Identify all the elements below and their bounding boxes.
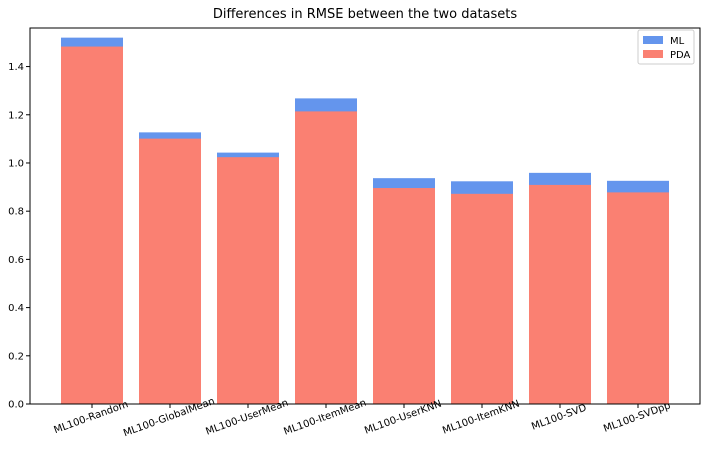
legend-label-pda: PDA <box>670 50 691 61</box>
bar-pda-6 <box>529 184 591 404</box>
y-tick-label: 1.2 <box>8 110 24 121</box>
bar-pda-3 <box>295 111 357 405</box>
bar-pda-1 <box>139 138 201 404</box>
y-axis: 0.0 0.2 0.4 0.6 0.8 1.0 1.2 1.4 <box>8 62 30 411</box>
y-tick-label: 1.0 <box>8 158 24 169</box>
y-tick-label: 1.4 <box>8 62 24 73</box>
bar-pda-0 <box>61 46 123 405</box>
y-tick-label: 0.8 <box>8 207 24 218</box>
bar-pda-4 <box>373 188 435 404</box>
x-tick-label: ML100-SVDpp <box>602 400 672 434</box>
bars-layer <box>61 37 669 405</box>
legend-swatch-pda <box>643 50 663 58</box>
legend-swatch-ml <box>643 36 663 44</box>
x-tick-label: ML100-Random <box>52 399 129 436</box>
chart-title: Differences in RMSE between the two data… <box>213 7 518 22</box>
legend: ML PDA <box>637 29 695 65</box>
x-tick-label: ML100-SVD <box>530 403 588 433</box>
bar-pda-7 <box>607 192 669 404</box>
y-tick-label: 0.4 <box>8 303 24 314</box>
bar-pda-5 <box>451 193 513 404</box>
legend-label-ml: ML <box>670 36 685 47</box>
bar-pda-2 <box>217 157 279 404</box>
y-tick-label: 0.6 <box>8 255 24 266</box>
y-tick-label: 0.0 <box>8 400 24 411</box>
y-tick-label: 0.2 <box>8 351 24 362</box>
plot-frame <box>29 27 701 405</box>
